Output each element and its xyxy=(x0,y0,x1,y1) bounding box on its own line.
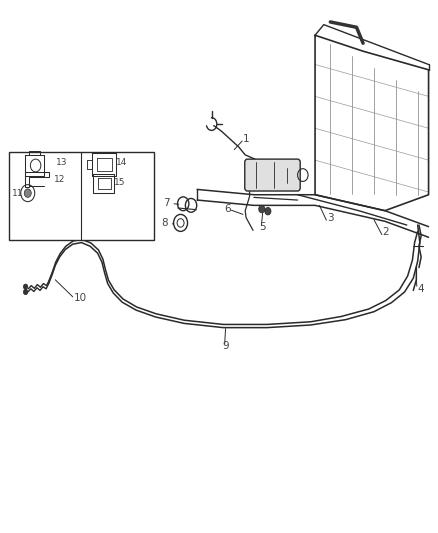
Text: 14: 14 xyxy=(116,158,127,167)
Text: 11: 11 xyxy=(12,189,23,198)
Circle shape xyxy=(265,207,271,215)
Text: 7: 7 xyxy=(163,198,170,208)
Bar xyxy=(10,152,153,240)
FancyBboxPatch shape xyxy=(245,159,300,191)
Text: 5: 5 xyxy=(260,222,266,232)
Text: 12: 12 xyxy=(54,175,66,184)
Text: 6: 6 xyxy=(224,204,231,214)
Text: 1: 1 xyxy=(243,134,250,144)
Text: 10: 10 xyxy=(74,293,87,303)
Text: 2: 2 xyxy=(383,227,389,237)
Text: 8: 8 xyxy=(161,219,168,229)
Circle shape xyxy=(259,205,265,213)
Text: 3: 3 xyxy=(327,213,334,223)
Circle shape xyxy=(23,284,28,289)
Text: 15: 15 xyxy=(114,178,126,187)
Text: 9: 9 xyxy=(223,341,229,351)
Circle shape xyxy=(24,189,31,197)
Text: 4: 4 xyxy=(418,284,424,294)
Circle shape xyxy=(23,289,28,295)
Text: 13: 13 xyxy=(56,158,67,167)
